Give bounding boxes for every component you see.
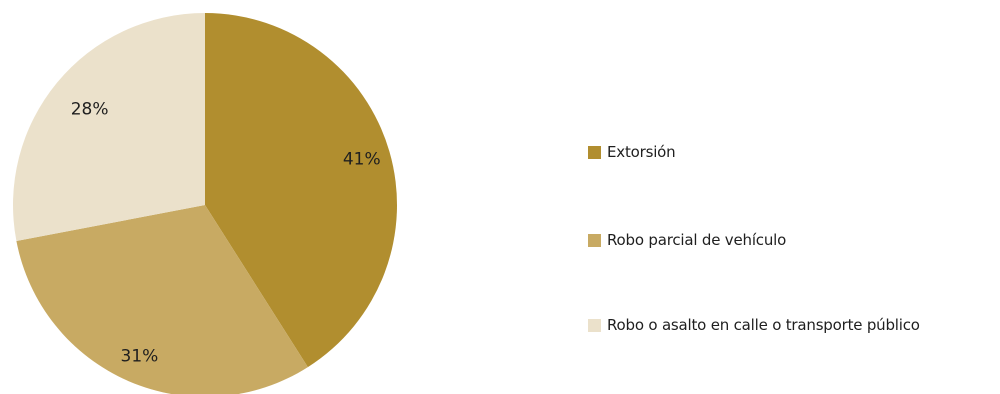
legend-item-robo-asalto: Robo o asalto en calle o transporte públ… <box>588 316 920 334</box>
legend-label-robo-parcial: Robo parcial de vehículo <box>607 231 787 249</box>
pie-label-robo-asalto: 28% <box>71 100 109 120</box>
legend-label-extorsion: Extorsión <box>607 143 676 161</box>
legend-item-extorsion: Extorsión <box>588 143 676 161</box>
legend-label-robo-asalto: Robo o asalto en calle o transporte públ… <box>607 316 920 334</box>
legend: Extorsión Robo parcial de vehículo Robo … <box>588 0 1000 394</box>
legend-item-robo-parcial: Robo parcial de vehículo <box>588 231 786 249</box>
pie-chart: 41% 31% 28% <box>12 13 397 394</box>
legend-swatch-robo-asalto <box>588 318 601 332</box>
pie-slice-robo-asalto <box>12 13 206 241</box>
pie-slice-robo-parcial <box>16 205 308 394</box>
legend-swatch-extorsion <box>588 145 601 159</box>
pie-label-robo-parcial: 31% <box>121 347 159 367</box>
pie-slice-extorsion <box>205 13 397 368</box>
legend-swatch-robo-parcial <box>588 233 601 247</box>
pie-label-extorsion: 41% <box>343 149 381 169</box>
